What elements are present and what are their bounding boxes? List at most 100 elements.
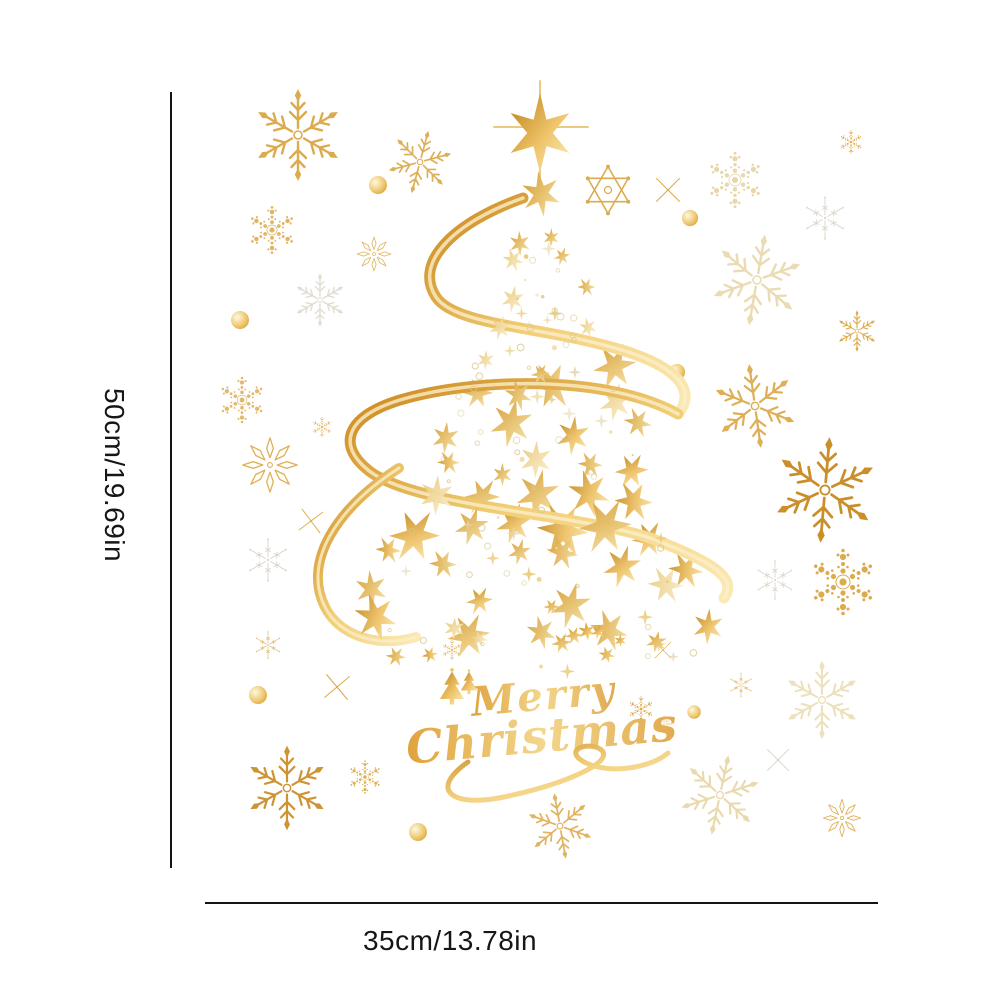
glitter-sparkle xyxy=(631,454,634,457)
glitter-sparkle xyxy=(555,268,561,273)
tree-star xyxy=(586,604,632,656)
sparkle-x-icon xyxy=(298,508,324,534)
tree-star xyxy=(620,403,655,442)
tree-star xyxy=(614,634,627,648)
snowflake-thin-icon xyxy=(255,631,280,658)
glitter-sparkle xyxy=(526,324,535,332)
bauble-icon xyxy=(409,823,427,841)
glitter-sparkle xyxy=(523,278,527,282)
glitter-sparkle xyxy=(521,580,527,586)
glitter-sparkle xyxy=(526,365,532,370)
tree-star xyxy=(462,582,497,620)
snowflake-ornate-icon xyxy=(674,747,766,842)
snowflake-ornate-icon xyxy=(785,661,860,739)
glitter-sparkle xyxy=(568,434,571,438)
tree-star xyxy=(500,245,526,275)
glitter-sparkle xyxy=(569,332,576,339)
glitter-sparkle xyxy=(455,393,462,400)
tree-star xyxy=(541,596,562,618)
snowflake-dotted-icon xyxy=(840,130,862,153)
glitter-sparkle xyxy=(551,345,558,351)
glitter-sparkle xyxy=(512,436,521,445)
tree-star xyxy=(493,462,512,487)
bauble-icon xyxy=(687,705,701,719)
glitter-sparkle xyxy=(591,490,594,493)
glitter-sparkle xyxy=(485,551,500,566)
glitter-sparkle xyxy=(466,571,473,579)
glitter-sparkle xyxy=(537,506,546,514)
snowflake-dotted-icon xyxy=(220,377,265,424)
glitter-sparkle xyxy=(531,485,536,490)
snowflake-ornate-icon xyxy=(254,89,342,181)
glitter-sparkle xyxy=(536,577,542,582)
ribbon-swirl xyxy=(312,192,734,647)
glitter-sparkle xyxy=(471,362,479,370)
glitter-sparkle xyxy=(387,628,392,633)
glitter-sparkle xyxy=(519,456,525,462)
glitter-sparkle xyxy=(399,564,413,578)
glitter-sparkle xyxy=(584,470,590,476)
glitter-sparkle xyxy=(496,516,500,519)
tree-star xyxy=(556,414,590,457)
bauble-icon xyxy=(231,311,249,329)
snowflake-thin-icon xyxy=(805,196,845,239)
glitter-sparkle xyxy=(610,387,616,393)
glitter-sparkle xyxy=(419,637,427,644)
tree-star xyxy=(574,274,599,300)
glitter-sparkle xyxy=(515,307,528,320)
snowflake-flower-icon xyxy=(823,799,860,836)
snowflake-dotted-icon xyxy=(708,152,763,209)
glitter-sparkle xyxy=(570,314,578,322)
tree-star xyxy=(574,447,607,482)
snowflake-flower-icon xyxy=(357,237,391,271)
glitter-sparkle xyxy=(568,365,582,379)
tree-star xyxy=(381,500,448,572)
snowflake-ornate-icon xyxy=(837,310,876,351)
glitter-sparkle xyxy=(551,307,558,314)
glitter-sparkle xyxy=(457,409,465,417)
glitter-sparkle xyxy=(689,648,698,657)
snowflake-flower-icon xyxy=(243,438,297,492)
glitter-sparkle xyxy=(484,542,492,550)
height-measure-line xyxy=(170,92,172,868)
glitter-sparkle xyxy=(516,343,525,352)
glitter-sparkle xyxy=(529,256,537,264)
tree-star xyxy=(600,541,644,592)
glitter-sparkle xyxy=(440,455,448,463)
tree-star xyxy=(608,474,659,529)
tree-star xyxy=(383,643,409,670)
glitter-sparkle xyxy=(542,315,553,325)
glitter-sparkle xyxy=(474,440,480,446)
glitter-sparkle xyxy=(665,580,669,584)
snowflake-thin-icon xyxy=(730,673,753,698)
tree-star xyxy=(432,420,460,455)
glitter-sparkle xyxy=(446,479,451,484)
glitter-sparkle xyxy=(608,430,613,434)
tree-star xyxy=(543,227,559,248)
glitter-sparkle xyxy=(667,650,680,663)
tree-star xyxy=(477,349,494,371)
glitter-sparkle xyxy=(644,653,651,660)
glitter-sparkle xyxy=(645,623,652,631)
snowflake-ornate-icon xyxy=(709,358,801,453)
glitter-sparkle xyxy=(555,436,564,445)
tree-star xyxy=(442,606,496,666)
snowflake-dotted-icon xyxy=(442,640,461,660)
width-dimension-label: 35cm/13.78in xyxy=(362,925,538,956)
tree-star xyxy=(693,607,724,646)
glitter-sparkle xyxy=(562,341,570,349)
tree-star xyxy=(419,643,441,666)
snowflake-ornate-icon xyxy=(706,227,808,333)
bauble-icon xyxy=(249,686,267,704)
glitter-sparkle xyxy=(521,566,537,582)
glitter-sparkle xyxy=(480,642,485,647)
christmas-star-tree xyxy=(312,80,734,680)
sparkle-x-icon xyxy=(767,749,789,771)
glitter-sparkle xyxy=(529,389,545,405)
tree-star xyxy=(524,612,558,653)
glitter-sparkle xyxy=(516,297,519,301)
tree-star xyxy=(433,446,464,479)
tree-star xyxy=(610,447,654,495)
